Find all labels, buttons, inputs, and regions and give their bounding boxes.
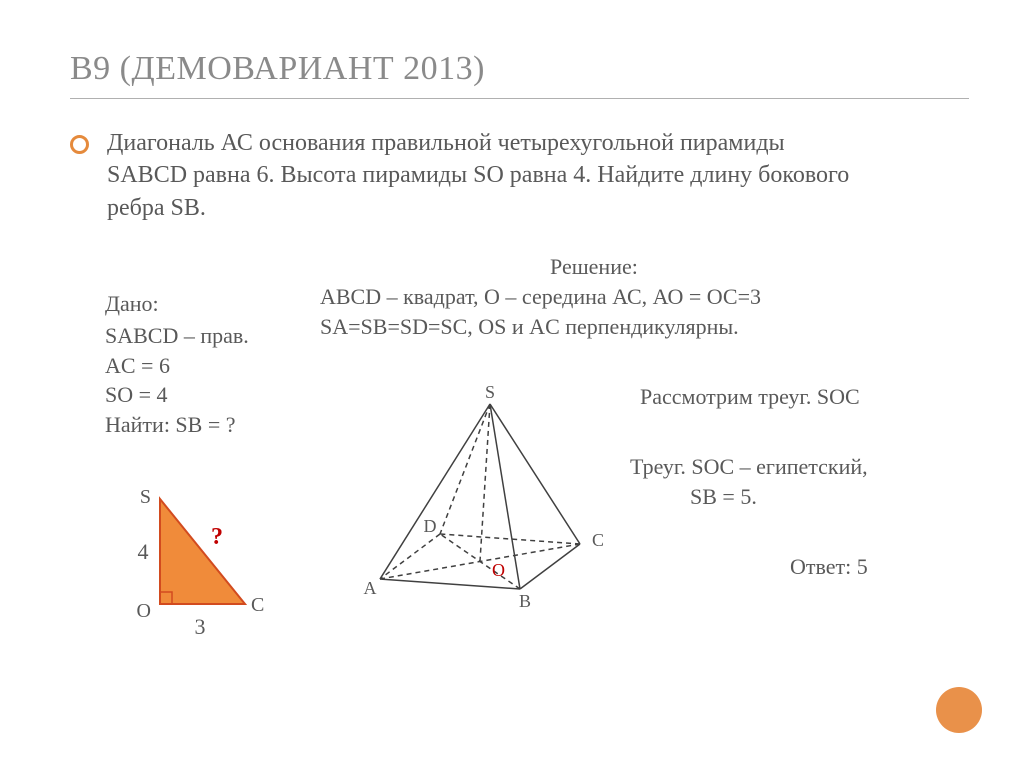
pyr-label-a: A: [364, 578, 377, 598]
problem-row: Диагональ АС основания правильной четыре…: [70, 127, 969, 224]
solution-line1: ABCD – квадрат, О – середина АС, АО = ОС…: [320, 284, 761, 310]
bullet-ring-icon: [70, 135, 89, 154]
triangle-svg: S O C 4 3 ?: [115, 489, 285, 649]
tri-side4: 4: [138, 539, 149, 564]
pyr-label-b: B: [519, 591, 531, 611]
tri-label-c: C: [251, 594, 264, 616]
solution-heading: Решение:: [550, 254, 638, 280]
pyr-label-s: S: [485, 384, 495, 402]
given-l2: AC = 6: [105, 351, 249, 381]
given-block: Дано: SABCD – прав. AC = 6 SO = 4 Найти:…: [105, 289, 249, 439]
given-l3: SO = 4: [105, 380, 249, 410]
tri-side3: 3: [195, 614, 206, 639]
slide: В9 (ДЕМОВАРИАНТ 2013) Диагональ АС основ…: [0, 0, 1024, 768]
pyramid-svg: S A B C D O: [340, 384, 640, 614]
triangle-soc: S O C 4 3 ?: [115, 489, 285, 654]
problem-text: Диагональ АС основания правильной четыре…: [107, 127, 867, 224]
solution-answer: Ответ: 5: [790, 554, 868, 580]
tri-label-o: O: [137, 600, 151, 622]
given-heading: Дано:: [105, 289, 249, 319]
given-l4: Найти: SB = ?: [105, 410, 249, 440]
decor-dot-icon: [936, 687, 982, 733]
title-rule: [70, 98, 969, 99]
solution-line2: SA=SB=SD=SC, OS и AC перпендикулярны.: [320, 314, 739, 340]
solution-soc: Рассмотрим треуг. SOC: [640, 384, 860, 410]
pyr-label-o: O: [492, 560, 505, 580]
pyr-label-d: D: [424, 516, 437, 536]
tri-label-s: S: [140, 489, 151, 508]
given-l1: SABCD – прав.: [105, 321, 249, 351]
solution-egypt1: Треуг. SOC – египетский,: [630, 454, 868, 480]
tri-q: ?: [211, 524, 223, 550]
pyr-label-c: C: [592, 530, 604, 550]
slide-title: В9 (ДЕМОВАРИАНТ 2013): [70, 50, 969, 88]
pyramid-figure: S A B C D O: [340, 384, 640, 619]
content-area: Дано: SABCD – прав. AC = 6 SO = 4 Найти:…: [70, 254, 969, 674]
solution-egypt2: SB = 5.: [690, 484, 757, 510]
